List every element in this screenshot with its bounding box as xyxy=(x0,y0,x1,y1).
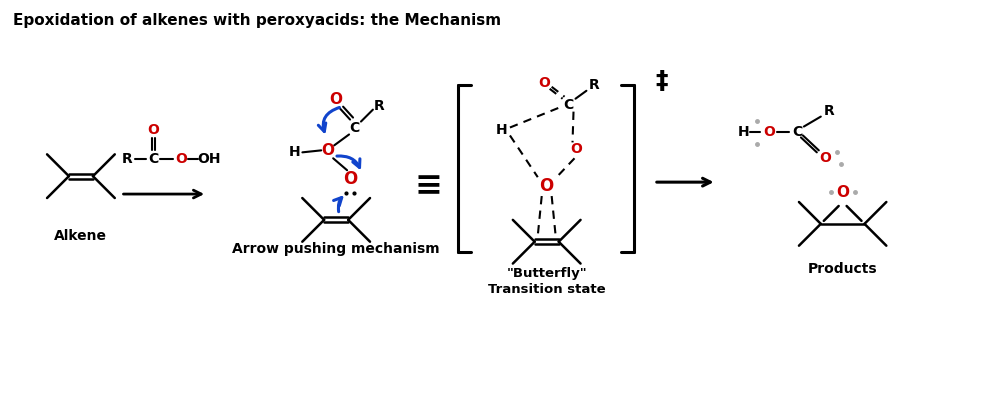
Text: R: R xyxy=(823,104,834,118)
Text: O: O xyxy=(148,122,159,137)
Text: O: O xyxy=(836,185,849,200)
Text: "Butterfly"
Transition state: "Butterfly" Transition state xyxy=(488,267,606,296)
Text: R: R xyxy=(373,99,384,113)
Text: C: C xyxy=(148,152,159,166)
Text: Epoxidation of alkenes with peroxyacids: the Mechanism: Epoxidation of alkenes with peroxyacids:… xyxy=(13,13,502,28)
Text: Products: Products xyxy=(808,261,877,276)
Text: H: H xyxy=(496,122,508,137)
Text: Alkene: Alkene xyxy=(54,229,108,243)
Text: OH: OH xyxy=(197,152,220,166)
Text: O: O xyxy=(538,76,549,90)
Text: H: H xyxy=(289,145,300,159)
Text: O: O xyxy=(819,152,831,165)
Text: Arrow pushing mechanism: Arrow pushing mechanism xyxy=(232,242,440,256)
Text: R: R xyxy=(589,78,600,92)
Text: O: O xyxy=(175,152,187,166)
Text: O: O xyxy=(322,143,335,158)
Text: O: O xyxy=(539,177,554,195)
Text: O: O xyxy=(764,126,775,139)
Text: ≡: ≡ xyxy=(414,170,443,203)
Text: R: R xyxy=(122,152,133,166)
Text: H: H xyxy=(737,126,749,139)
Text: O: O xyxy=(330,92,343,107)
Text: C: C xyxy=(792,126,802,139)
Text: ‡: ‡ xyxy=(656,69,668,93)
Text: O: O xyxy=(570,142,582,156)
Text: C: C xyxy=(349,120,359,135)
Text: O: O xyxy=(343,170,357,188)
Text: C: C xyxy=(563,98,573,112)
